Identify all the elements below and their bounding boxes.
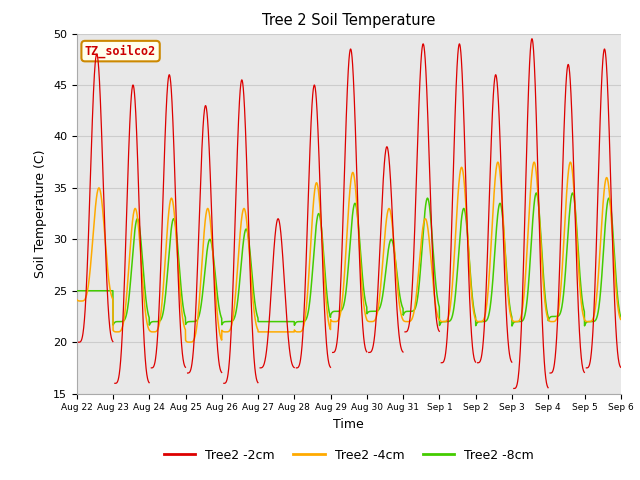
Text: TZ_soilco2: TZ_soilco2 <box>85 44 156 58</box>
Title: Tree 2 Soil Temperature: Tree 2 Soil Temperature <box>262 13 435 28</box>
X-axis label: Time: Time <box>333 418 364 431</box>
Y-axis label: Soil Temperature (C): Soil Temperature (C) <box>35 149 47 278</box>
Legend: Tree2 -2cm, Tree2 -4cm, Tree2 -8cm: Tree2 -2cm, Tree2 -4cm, Tree2 -8cm <box>159 444 539 467</box>
